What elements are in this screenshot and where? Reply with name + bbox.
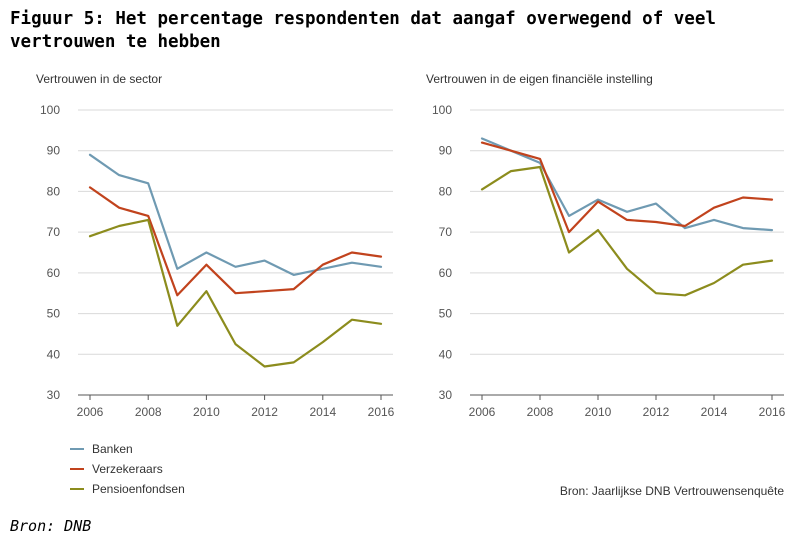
left-ytick-60: 60 xyxy=(47,266,61,280)
right-xtick-2010: 2010 xyxy=(585,405,612,419)
left-xtick-2012: 2012 xyxy=(251,405,278,419)
left-ytick-80: 80 xyxy=(47,184,61,198)
right-ytick-60: 60 xyxy=(439,266,453,280)
right-panel-title: Vertrouwen in de eigen financiële instel… xyxy=(426,72,653,86)
legend-item-banken: Banken xyxy=(70,440,185,458)
left-ytick-30: 30 xyxy=(47,388,61,402)
right-ytick-90: 90 xyxy=(439,144,453,158)
right-series-banken xyxy=(480,137,774,232)
left-xtick-2014: 2014 xyxy=(309,405,336,419)
legend: Banken Verzekeraars Pensioenfondsen xyxy=(70,440,185,500)
right-ytick-80: 80 xyxy=(439,184,453,198)
right-ytick-40: 40 xyxy=(439,347,453,361)
chart-source-note: Bron: Jaarlijkse DNB Vertrouwensenquête xyxy=(559,484,784,498)
legend-swatch-verzekeraars xyxy=(70,468,84,470)
left-ytick-50: 50 xyxy=(47,307,61,321)
legend-label-banken: Banken xyxy=(92,442,133,456)
right-ytick-30: 30 xyxy=(439,388,453,402)
left-series-verzekeraars xyxy=(88,186,383,297)
right-xtick-2006: 2006 xyxy=(469,405,496,419)
left-ytick-100: 100 xyxy=(40,103,60,117)
right-xtick-2014: 2014 xyxy=(701,405,728,419)
legend-item-pensioenfondsen: Pensioenfondsen xyxy=(70,480,185,498)
legend-swatch-pensioenfondsen xyxy=(70,488,84,490)
figure-title: Figuur 5: Het percentage respondenten da… xyxy=(10,9,716,52)
legend-item-verzekeraars: Verzekeraars xyxy=(70,460,185,478)
left-xtick-2010: 2010 xyxy=(193,405,220,419)
legend-label-verzekeraars: Verzekeraars xyxy=(92,462,163,476)
left-panel-title: Vertrouwen in de sector xyxy=(36,72,163,86)
right-xtick-2012: 2012 xyxy=(643,405,670,419)
left-xtick-2006: 2006 xyxy=(77,405,104,419)
right-ytick-50: 50 xyxy=(439,307,453,321)
figure-source-note: Bron: DNB xyxy=(10,517,92,535)
right-xtick-2016: 2016 xyxy=(759,405,786,419)
left-xtick-2008: 2008 xyxy=(135,405,162,419)
right-series-verzekeraars xyxy=(480,141,774,234)
right-series-pensioenfondsen xyxy=(480,165,774,297)
left-series-banken xyxy=(88,153,383,276)
legend-swatch-banken xyxy=(70,448,84,450)
legend-label-pensioenfondsen: Pensioenfondsen xyxy=(92,482,185,496)
left-series-pensioenfondsen xyxy=(88,218,383,368)
right-xtick-2008: 2008 xyxy=(527,405,554,419)
right-ytick-70: 70 xyxy=(439,225,453,239)
left-ytick-40: 40 xyxy=(47,347,61,361)
left-xtick-2016: 2016 xyxy=(368,405,395,419)
left-ytick-90: 90 xyxy=(47,144,61,158)
left-ytick-70: 70 xyxy=(47,225,61,239)
right-ytick-100: 100 xyxy=(432,103,452,117)
